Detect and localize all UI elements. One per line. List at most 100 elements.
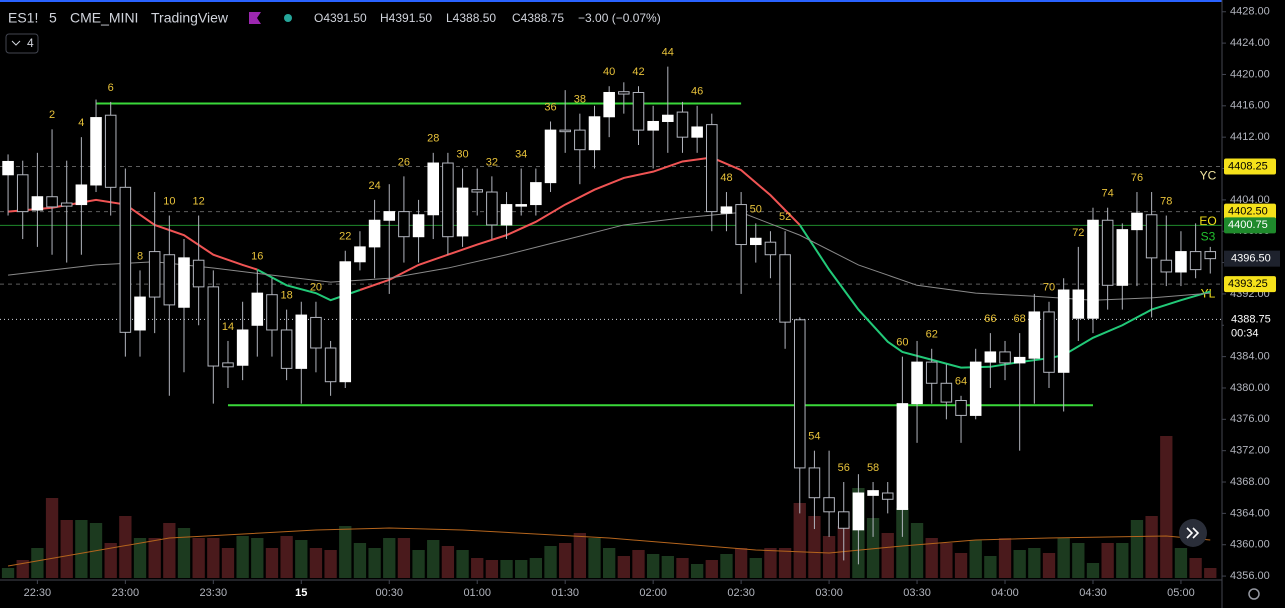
candle-body [427, 162, 440, 216]
volume-bar [969, 540, 982, 578]
exchange: CME_MINI [70, 10, 138, 26]
bar-number: 72 [1072, 227, 1084, 239]
candle-body [16, 174, 29, 213]
candle-body [486, 191, 498, 226]
current-price: 4388.75 [1231, 313, 1271, 325]
volume-bar [383, 538, 396, 578]
level-price-box [1224, 203, 1276, 220]
volume-bar [764, 548, 777, 578]
indicators-toggle[interactable] [5, 33, 39, 54]
bar-number: 4 [78, 117, 84, 129]
candle-body [251, 292, 264, 326]
candle-body [896, 403, 909, 510]
y-tick-label: 4368.00 [1230, 476, 1270, 488]
bar-number: 58 [867, 462, 879, 474]
candle-body [720, 206, 733, 214]
candle-body [515, 204, 527, 207]
volume-bar [412, 550, 425, 578]
y-tick-label: 4380.00 [1230, 382, 1270, 394]
candle-body [1087, 219, 1099, 319]
volume-bar [177, 528, 191, 578]
candle-body [266, 294, 278, 331]
candle-body [940, 382, 953, 403]
current-price-box [1224, 310, 1280, 341]
volume-bar [603, 548, 616, 578]
y-tick-label: 4356.00 [1230, 570, 1270, 582]
volume-bar [133, 538, 147, 578]
candle-body [148, 251, 161, 298]
candle-body [75, 184, 88, 206]
bar-number: 12 [193, 195, 205, 207]
volume-bar [485, 560, 499, 578]
volume-bar [690, 564, 704, 578]
y-tick-label: 4412.00 [1230, 131, 1270, 143]
bar-number: 50 [750, 203, 762, 215]
candle-body [280, 329, 293, 369]
bar-number: 14 [222, 321, 234, 333]
candle-body [837, 511, 850, 529]
candle-body [999, 351, 1011, 364]
y-tick-label: 4420.00 [1230, 68, 1270, 80]
bar-number: 6 [108, 82, 114, 94]
candle-body [1013, 356, 1026, 364]
volume-bar [705, 560, 718, 578]
level-price: 4393.25 [1228, 278, 1268, 290]
volume-bar [1101, 543, 1114, 578]
volume-bar [661, 556, 674, 578]
volume-bar [646, 554, 660, 578]
volume-average [7, 527, 1211, 567]
volume-bar [1057, 538, 1070, 578]
bar-number: 8 [137, 250, 143, 262]
candle-body [339, 261, 352, 383]
interval: 5 [49, 10, 57, 26]
volume-bar [940, 543, 953, 578]
bar-number: 10 [163, 195, 175, 207]
candle-body [295, 314, 308, 369]
candle-body [178, 257, 190, 308]
candle-body [823, 497, 835, 513]
volume-bar [368, 548, 381, 578]
candle-body [750, 237, 762, 246]
y-tick-label: 4416.00 [1230, 100, 1270, 112]
volume-bar [515, 560, 528, 578]
candle-body [530, 182, 542, 206]
bar-number: 40 [603, 66, 615, 78]
volume-bar [925, 538, 938, 578]
candle-body [808, 467, 821, 499]
x-tick-label: 23:30 [200, 587, 228, 599]
candle-body [471, 189, 483, 193]
volume-bar [617, 556, 630, 578]
candle-body [1116, 229, 1129, 286]
x-tick-label: 03:30 [903, 587, 931, 599]
bar-number: 62 [926, 329, 938, 341]
settings-button[interactable] [1248, 588, 1260, 600]
volume-bar [339, 526, 352, 578]
x-tick-label: 23:00 [112, 587, 140, 599]
ohlc-value: O4391.50 [314, 11, 367, 25]
candle-body [779, 254, 791, 323]
bar-number: 64 [955, 376, 967, 388]
candle-body [559, 129, 571, 133]
level-price: 4400.75 [1228, 219, 1268, 231]
candle-body [192, 259, 205, 288]
volume-bar [192, 538, 205, 578]
bar-number: 70 [1043, 282, 1055, 294]
volume-bar [265, 548, 279, 578]
x-tick-label: 01:00 [463, 587, 491, 599]
volume-bar [1130, 520, 1144, 578]
x-tick-label: 04:30 [1079, 587, 1107, 599]
volume-bar [573, 533, 587, 578]
volume-bar [1174, 548, 1188, 578]
flag-icon [249, 12, 261, 24]
level-name: EO [1199, 214, 1216, 228]
volume-bar [236, 536, 249, 578]
moving-average [8, 211, 1211, 301]
bar-number: 2 [49, 109, 55, 121]
candle-body [1175, 251, 1187, 273]
volume-bar [221, 548, 235, 578]
volume-bar [1160, 436, 1173, 578]
candle-body [60, 202, 73, 207]
bar-number: 78 [1160, 195, 1172, 207]
